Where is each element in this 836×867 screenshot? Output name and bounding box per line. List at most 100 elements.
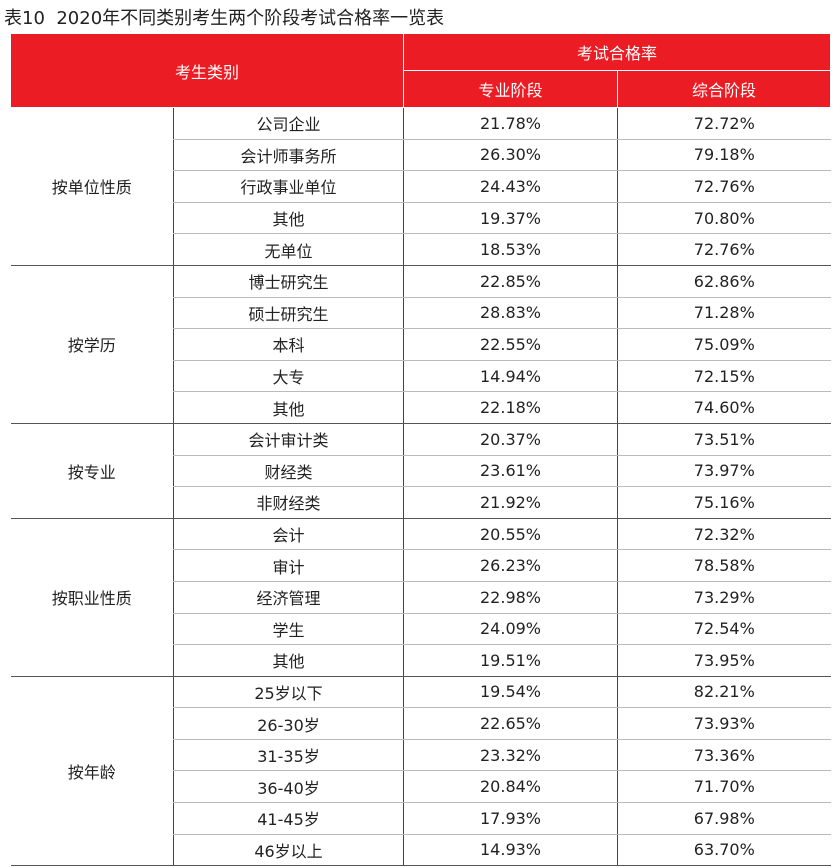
rate-cell: 22.18% (403, 391, 618, 424)
table-row: 31-35岁 23.32% 73.36% (11, 739, 831, 772)
rate-cell: 22.85% (403, 265, 618, 298)
rate-cell: 72.15% (617, 360, 831, 393)
rate-cell: 24.43% (403, 170, 618, 203)
rate-cell: 24.09% (403, 613, 618, 646)
rate-cell: 78.58% (617, 549, 831, 582)
rate-cell: 20.37% (403, 423, 618, 456)
table-row: 非财经类 21.92% 75.16% (11, 486, 831, 519)
category-cell: 41-45岁 (172, 802, 404, 835)
rate-cell: 23.32% (403, 739, 618, 772)
rate-cell: 79.18% (617, 139, 831, 172)
category-cell: 博士研究生 (172, 265, 404, 298)
group-label: 按学历 (10, 265, 174, 424)
rate-cell: 71.70% (617, 770, 831, 804)
table-row: 行政事业单位 24.43% 72.76% (11, 170, 831, 203)
rate-cell: 21.78% (403, 107, 618, 140)
category-cell: 其他 (172, 391, 404, 424)
category-cell: 公司企业 (172, 107, 404, 140)
rate-cell: 73.51% (617, 423, 831, 456)
category-cell: 31-35岁 (172, 739, 404, 772)
category-cell: 无单位 (172, 233, 404, 266)
group-label: 按专业 (10, 423, 174, 519)
table-row: 其他 19.37% 70.80% (11, 202, 831, 235)
table-row: 会计师事务所 26.30% 79.18% (11, 139, 831, 172)
header-row: 考生类别 考试合格率 (9, 33, 832, 108)
category-cell: 学生 (172, 613, 404, 646)
category-cell: 审计 (172, 549, 404, 582)
rate-cell: 19.51% (403, 644, 618, 677)
category-cell: 36-40岁 (172, 770, 404, 804)
table-row: 硕士研究生 28.83% 71.28% (11, 297, 831, 330)
rate-cell: 22.65% (403, 707, 618, 740)
rate-cell: 17.93% (403, 802, 618, 835)
rate-cell: 19.37% (403, 202, 618, 235)
table-row: 按学历 博士研究生 22.85% 62.86% (10, 265, 831, 424)
rate-cell: 67.98% (617, 802, 831, 835)
table-row: 大专 14.94% 72.15% (11, 360, 831, 393)
category-cell: 会计师事务所 (172, 139, 404, 172)
header-cell: 考试合格率 (403, 33, 832, 71)
rate-cell: 28.83% (403, 297, 618, 330)
rate-cell: 72.76% (617, 233, 831, 266)
rate-cell: 26.23% (403, 549, 618, 582)
rate-cell: 70.80% (617, 202, 831, 235)
rate-cell: 20.84% (403, 770, 618, 804)
table-row: 41-45岁 17.93% 67.98% (11, 802, 831, 835)
category-cell: 非财经类 (172, 486, 404, 519)
category-cell: 46岁以上 (172, 834, 404, 867)
rate-cell: 22.98% (403, 581, 618, 614)
table-row: 36-40岁 20.84% 71.70% (11, 770, 831, 804)
header-cell: 专业阶段 (403, 70, 619, 108)
rate-cell: 20.55% (403, 518, 618, 551)
table-row: 无单位 18.53% 72.76% (11, 233, 831, 266)
table-row: 按职业性质 会计 20.55% 72.32% (10, 518, 831, 677)
rate-cell: 72.32% (617, 518, 831, 551)
rate-cell: 21.92% (403, 486, 618, 519)
rate-cell: 73.29% (617, 581, 831, 614)
rate-cell: 23.61% (403, 455, 618, 488)
category-cell: 硕士研究生 (172, 297, 404, 330)
header-row: 专业阶段 综合阶段 (11, 70, 832, 108)
rate-cell: 74.60% (617, 391, 831, 424)
category-cell: 26-30岁 (172, 707, 404, 740)
table-row: 其他 22.18% 74.60% (11, 391, 831, 424)
table-row: 财经类 23.61% 73.97% (11, 455, 831, 488)
table-row: 按专业 会计审计类 20.37% 73.51% (10, 423, 831, 519)
category-cell: 其他 (172, 202, 404, 235)
table-row: 经济管理 22.98% 73.29% (11, 581, 831, 614)
rate-cell: 71.28% (617, 297, 831, 330)
category-cell: 会计审计类 (172, 423, 404, 456)
table-row: 审计 26.23% 78.58% (11, 549, 831, 582)
table-body: 按单位性质 公司企业 21.78% 72.72% 会计师事务所 26.30% 79.18% 行… (10, 107, 831, 867)
category-cell: 大专 (172, 360, 404, 393)
rate-cell: 75.09% (617, 328, 831, 361)
rate-cell: 14.94% (403, 360, 618, 393)
category-cell: 其他 (172, 644, 404, 677)
group-label: 按年龄 (10, 676, 174, 867)
table-row: 按年龄 25岁以下 19.54% 82.21% (10, 676, 831, 867)
group-label: 按单位性质 (10, 107, 174, 266)
pass-rate-table: 考生类别 考试合格率 专业阶段 综合阶段 按单位性质 公司企业 21.78% 72.7… (9, 33, 832, 867)
rate-cell: 14.93% (403, 834, 618, 867)
table-row: 26-30岁 22.65% 73.93% (11, 707, 831, 740)
rate-cell: 72.72% (617, 107, 831, 140)
category-cell: 财经类 (172, 455, 404, 488)
rate-cell: 63.70% (617, 834, 831, 867)
rate-cell: 82.21% (617, 676, 831, 709)
rate-cell: 72.76% (617, 170, 831, 203)
category-cell: 本科 (172, 328, 404, 361)
rate-cell: 75.16% (617, 486, 831, 519)
rate-cell: 22.55% (403, 328, 618, 361)
table-row: 本科 22.55% 75.09% (11, 328, 831, 361)
rate-cell: 19.54% (403, 676, 618, 709)
rate-cell: 73.95% (617, 644, 831, 677)
rate-cell: 73.97% (617, 455, 831, 488)
category-cell: 会计 (172, 518, 404, 551)
table-row: 46岁以上 14.93% 63.70% (11, 834, 831, 867)
table-header: 考生类别 考试合格率 专业阶段 综合阶段 (9, 33, 832, 108)
category-cell: 25岁以下 (172, 676, 404, 709)
rate-cell: 72.54% (617, 613, 831, 646)
group-label: 按职业性质 (10, 518, 174, 677)
header-cell: 考生类别 (9, 33, 405, 108)
